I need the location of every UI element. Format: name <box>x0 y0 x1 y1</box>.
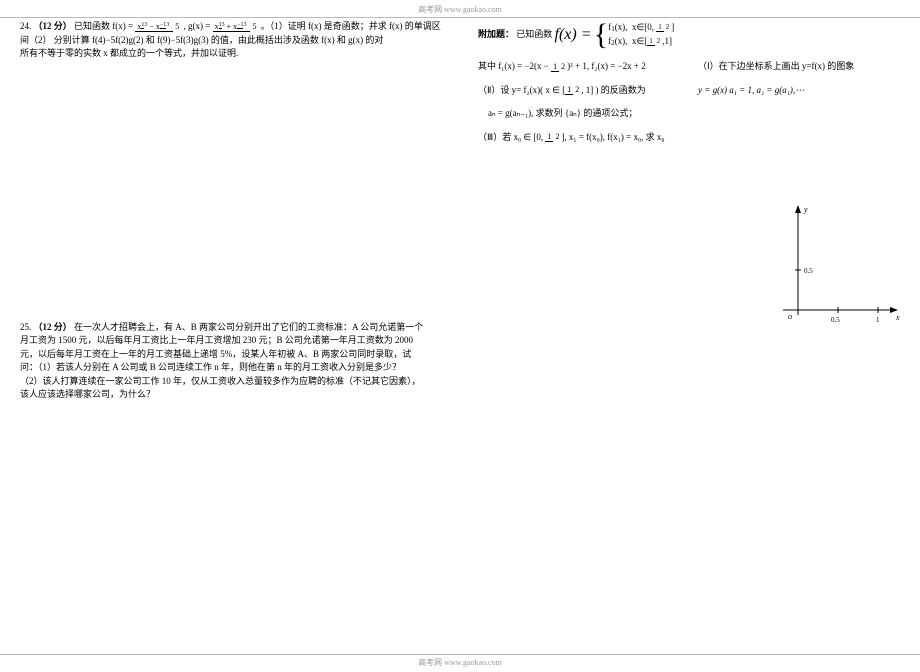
l2a: 其中 f₁(x) = −2(x − <box>478 61 551 71</box>
l2c: （Ⅰ）在下边坐标系上画出 y=f(x) 的图象 <box>698 60 918 74</box>
bonus-line2: 其中 f₁(x) = −2(x − 12)² + 1, f₂(x) = −2x … <box>478 60 918 74</box>
bonus-intro: 已知函数 <box>516 29 552 39</box>
header-text: 高考网 www.gaokao.com <box>418 5 502 14</box>
q24-line2: 间（2） 分别计算 f(4)−5f(2)g(2) 和 f(9)−5f(3)g(3… <box>20 34 460 48</box>
frac2-mid: + x <box>225 22 238 31</box>
q24-line3: 所有不等于零的实数 x 都成立的一个等式，并加以证明. <box>20 47 460 61</box>
question-25: 25. （12 分） 在一次人才招聘会上，有 A、B 两家公司分别开出了它们的工… <box>20 321 460 402</box>
hd3: 2 <box>559 62 567 71</box>
l5a: （Ⅲ）若 x₀ ∈ [0, <box>478 132 545 142</box>
exp-d2: 3 <box>166 22 169 28</box>
frac1-den: 5 <box>173 22 181 31</box>
right-page: 附加题： 已知函数 f(x) = { f1(x), x∈[0, 12] f2(x… <box>478 20 918 154</box>
q25-num: 25. <box>20 322 31 332</box>
q25-l2: 月工资为 1500 元，以后每年月工资比上一年月工资增加 230 元；B 公司允… <box>20 334 460 348</box>
c1b: (x), <box>615 22 628 32</box>
q24-points: （12 分） <box>34 21 72 31</box>
q25-l3: 元，以后每年月工资在上一年的月工资基础上递增 5%，设某人年初被 A、B 两家公… <box>20 348 460 362</box>
exp-d4: 3 <box>243 22 246 28</box>
q25-l5: （2）该人打算连续在一家公司工作 10 年，仅从工资收入总量较多作为应聘的标准（… <box>20 375 460 389</box>
frac1-mid: − x <box>147 22 160 31</box>
l3b: , 1] ) 的反函数为 <box>581 85 646 95</box>
frac2-den: 5 <box>250 22 258 31</box>
hn3: 1 <box>551 62 559 72</box>
brace-icon: { <box>594 20 608 50</box>
q24-comma1: , g(x) = <box>184 21 211 31</box>
case2: f2(x), x∈[12,1] <box>608 35 674 49</box>
hn1: 1 <box>656 23 664 32</box>
q24-frac2: x13 + x−13 5 <box>213 22 259 32</box>
q25-l4: 问：（1）若该人分别在 A 公司或 B 公司连续工作 n 年，则他在第 n 年的… <box>20 361 460 375</box>
page-footer: 高考网 www.gaokao.com <box>0 654 920 668</box>
case1: f1(x), x∈[0, 12] <box>608 21 674 35</box>
hd2: 2 <box>655 37 663 45</box>
q24-num: 24. <box>20 21 31 31</box>
c1c: x∈ <box>632 22 644 32</box>
l5b: ], x₁ = f(x₀), f(x₁) = x₀, 求 x₀ <box>561 132 664 142</box>
page-header: 高考网 www.gaokao.com <box>0 4 920 18</box>
bonus-title: 附加题： <box>478 29 514 39</box>
graph-svg: y x o 0.5 0.5 1 <box>778 200 908 340</box>
q24-intro: 已知函数 f(x) = <box>74 21 133 31</box>
hn2: 1 <box>647 37 655 46</box>
ytick: 0.5 <box>804 267 813 275</box>
question-24: 24. （12 分） 已知函数 f(x) = x13 − x−13 5 , g(… <box>20 20 460 61</box>
bonus-line3: （Ⅱ）设 y= f₂(x)( x ∈ [12, 1] ) 的反函数为 y = g… <box>478 84 918 98</box>
q25-points: （12 分） <box>34 322 72 332</box>
x-axis-label: x <box>895 313 900 322</box>
q25-l6: 该人应该选择哪家公司，为什么？ <box>20 388 460 402</box>
footer-text: 高考网 www.gaokao.com <box>418 658 502 667</box>
left-page: 24. （12 分） 已知函数 f(x) = x13 − x−13 5 , g(… <box>20 20 460 412</box>
bonus-line5: （Ⅲ）若 x₀ ∈ [0, 12], x₁ = f(x₀), f(x₁) = x… <box>478 131 918 145</box>
y-axis-label: y <box>803 205 808 214</box>
q24-after1: 。（1）证明 f(x) 是奇函数；并求 f(x) 的单调区 <box>261 21 441 31</box>
coordinate-graph: y x o 0.5 0.5 1 <box>778 200 908 340</box>
xtick1: 0.5 <box>831 316 840 324</box>
l3c: y = g(x) a₁ = 1, a₂ = g(a₁),⋯ <box>698 84 918 98</box>
c2c: x∈ <box>632 36 644 46</box>
origin-label: o <box>788 312 792 321</box>
hd1: 2 <box>664 23 672 31</box>
q24-frac1: x13 − x−13 5 <box>135 22 181 32</box>
q25-l1: 在一次人才招聘会上，有 A、B 两家公司分别开出了它们的工资标准：A 公司允诺第… <box>74 322 423 332</box>
bonus-line4: aₙ = g(aₙ₋₁), 求数列 {aₙ} 的通项公式； <box>478 107 918 121</box>
c2b: (x), <box>615 36 628 46</box>
l3a: （Ⅱ）设 y= f₂(x)( x ∈ [ <box>478 85 565 95</box>
xtick2: 1 <box>876 316 880 324</box>
bonus-question: 附加题： 已知函数 f(x) = { f1(x), x∈[0, 12] f2(x… <box>478 20 918 50</box>
l2b: )² + 1, f₂(x) = −2x + 2 <box>567 61 646 71</box>
piecewise: { f1(x), x∈[0, 12] f2(x), x∈[12,1] <box>594 20 675 50</box>
fx-big: f(x) = <box>555 26 592 43</box>
